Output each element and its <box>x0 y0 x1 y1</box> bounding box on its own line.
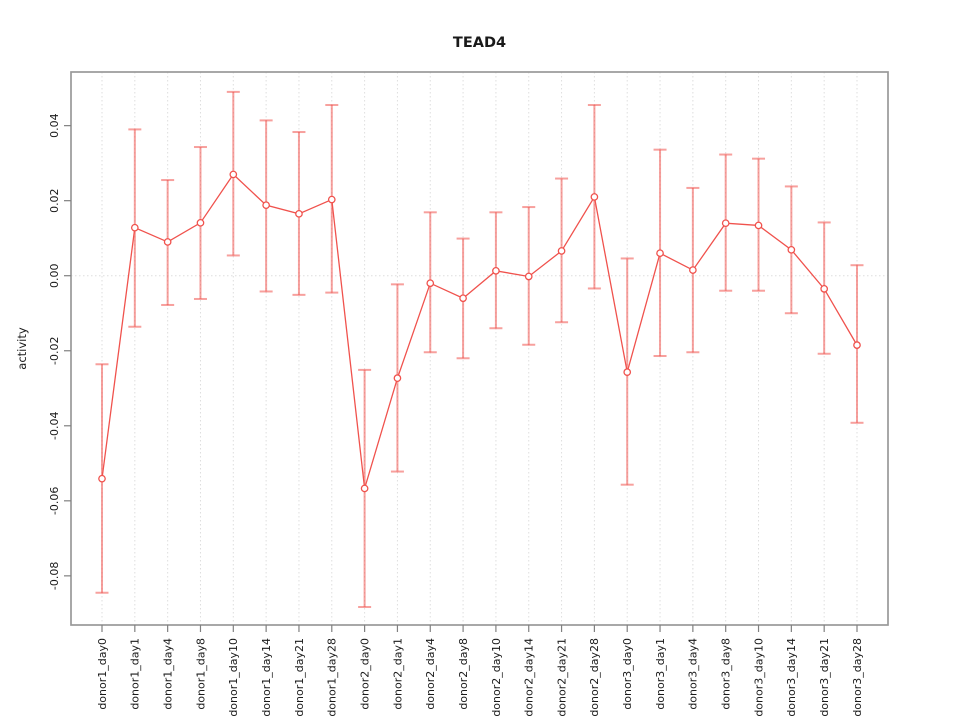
data-point <box>327 195 336 204</box>
y-tick-label: 0.02 <box>48 188 61 213</box>
data-point <box>98 474 106 483</box>
y-tick-label: 0.04 <box>48 113 61 138</box>
plot-area: 0.04 0.02 0.00 -0.02 -0.04 -0.06 -0.08 donor1_d… <box>48 71 889 717</box>
chart-title: TEAD4 <box>453 35 506 51</box>
data-point <box>787 245 796 254</box>
data-point <box>295 209 303 218</box>
y-axis-label: activity <box>15 327 29 370</box>
data-point <box>656 249 664 258</box>
x-tick-label: donor3_day0 <box>621 638 634 710</box>
data-point <box>262 201 270 210</box>
x-tick-label: donor3_day21 <box>818 638 831 717</box>
data-point <box>426 279 435 288</box>
x-tick-label: donor1_day21 <box>293 638 306 717</box>
x-tick-label: donor2_day10 <box>490 638 503 717</box>
x-tick-label: donor1_day10 <box>227 638 240 717</box>
plot-frame <box>70 71 889 626</box>
x-tick-label: donor1_day4 <box>162 638 175 710</box>
y-tick-label: -0.04 <box>48 412 61 440</box>
x-tick-label: donor1_day0 <box>96 638 109 710</box>
x-tick-label: donor2_day28 <box>588 638 601 717</box>
x-tick-label: donor2_day4 <box>424 638 437 710</box>
data-point <box>623 368 632 376</box>
x-tick-label: donor3_day1 <box>654 638 667 710</box>
data-point <box>853 341 861 349</box>
x-tick-label: donor3_day8 <box>720 638 733 710</box>
x-tick-label: donor2_day0 <box>358 638 371 710</box>
data-point <box>492 266 500 275</box>
data-point <box>524 272 533 281</box>
series-line <box>101 173 858 489</box>
y-tick-label: -0.08 <box>48 562 61 590</box>
data-point <box>590 193 599 201</box>
x-tick-label: donor1_day1 <box>129 638 142 710</box>
x-tick-label: donor3_day10 <box>752 638 765 717</box>
data-point <box>130 223 139 232</box>
data-point <box>163 238 172 246</box>
x-tick-label: donor2_day21 <box>555 638 568 717</box>
data-point <box>557 247 566 255</box>
y-tick-label: -0.02 <box>48 337 61 365</box>
data-point <box>393 374 402 382</box>
x-tick-label: donor3_day14 <box>785 638 798 717</box>
data-point <box>721 219 730 228</box>
x-tick-label: donor3_day4 <box>687 638 700 710</box>
data-point <box>820 284 829 293</box>
x-tick-label: donor2_day1 <box>391 638 404 710</box>
data-point <box>196 218 205 227</box>
x-tick-label: donor3_day28 <box>851 638 864 717</box>
y-tick-label: 0.00 <box>48 263 61 288</box>
x-tick-label: donor2_day14 <box>523 638 536 717</box>
data-point <box>689 266 697 274</box>
data-point <box>360 484 369 493</box>
data-point <box>754 221 763 230</box>
data-point <box>229 170 238 179</box>
data-point <box>459 294 467 303</box>
x-tick-label: donor1_day28 <box>326 638 339 717</box>
y-tick-label: -0.06 <box>48 487 61 515</box>
x-tick-label: donor1_day14 <box>260 638 273 717</box>
x-tick-label: donor2_day8 <box>457 638 470 710</box>
x-tick-label: donor1_day8 <box>194 638 207 710</box>
